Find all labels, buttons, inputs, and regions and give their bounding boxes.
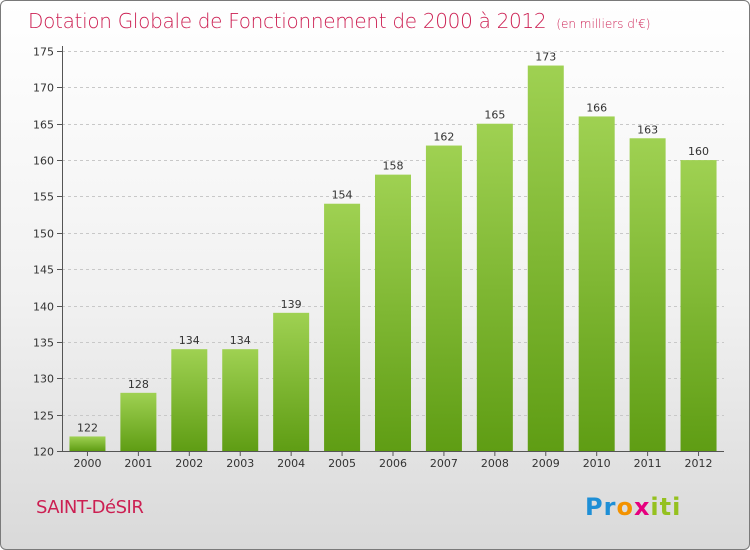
bar-value-label: 163: [637, 123, 658, 136]
bar-value-label: 173: [535, 51, 556, 64]
axes: [57, 46, 724, 456]
labels: 120 125 130 135 140 145 150 155 160 165 170 175 122 2…: [33, 46, 713, 471]
bar-value-label: 165: [484, 109, 505, 122]
bar: [171, 349, 208, 451]
y-tick-label: 125: [33, 410, 54, 423]
bar-value-label: 122: [77, 421, 98, 434]
bar: [578, 116, 615, 452]
y-tick-label: 155: [33, 191, 54, 204]
x-tick-label: 2007: [430, 457, 458, 470]
bar-value-label: 160: [688, 145, 709, 158]
bar: [629, 138, 666, 452]
bar: [680, 160, 717, 451]
bar: [69, 436, 106, 451]
chart-title: Dotation Globale de Fonctionnement de 20…: [28, 9, 650, 33]
x-tick-label: 2012: [685, 457, 713, 470]
commune-name: SAINT-DéSIR: [36, 497, 144, 518]
x-tick-label: 2000: [73, 457, 101, 470]
bar-value-label: 134: [230, 334, 251, 347]
bar-value-label: 154: [332, 189, 353, 202]
bar: [527, 65, 564, 451]
bar: [273, 312, 310, 451]
bars: [69, 65, 717, 452]
bar-value-label: 128: [128, 378, 149, 391]
x-tick-label: 2009: [532, 457, 560, 470]
x-tick-label: 2001: [124, 457, 152, 470]
y-tick-label: 135: [33, 337, 54, 350]
bar: [222, 349, 259, 451]
bar: [425, 145, 462, 451]
bar-value-label: 139: [281, 298, 302, 311]
y-tick-label: 130: [33, 373, 54, 386]
bar: [375, 174, 411, 452]
y-tick-label: 150: [33, 228, 54, 241]
bar-value-label: 166: [586, 101, 607, 114]
bar: [120, 392, 157, 451]
bar-value-label: 158: [383, 160, 404, 173]
x-tick-label: 2011: [634, 457, 662, 470]
bar-value-label: 162: [433, 131, 454, 144]
x-tick-label: 2010: [583, 457, 611, 470]
x-tick-label: 2005: [328, 457, 356, 470]
y-tick-label: 140: [33, 301, 54, 314]
y-tick-label: 165: [33, 119, 54, 132]
title-text: Dotation Globale de Fonctionnement de 20…: [28, 9, 547, 33]
x-tick-label: 2004: [277, 457, 305, 470]
unit-note: (en milliers d'€): [556, 17, 651, 31]
x-tick-label: 2002: [175, 457, 203, 470]
y-tick-label: 175: [33, 46, 54, 59]
x-tick-label: 2003: [226, 457, 254, 470]
y-tick-label: 170: [33, 82, 54, 95]
y-tick-label: 120: [33, 446, 54, 459]
proxiti-logo: Proxiti: [585, 493, 682, 521]
bar: [476, 123, 513, 452]
y-tick-label: 145: [33, 264, 54, 277]
bar-value-label: 134: [179, 334, 200, 347]
x-tick-label: 2008: [481, 457, 509, 470]
x-tick-label: 2006: [379, 457, 407, 470]
bar: [324, 203, 361, 451]
y-tick-label: 160: [33, 155, 54, 168]
